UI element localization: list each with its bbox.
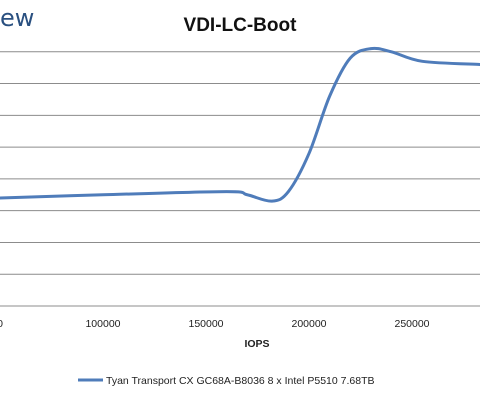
gridlines xyxy=(0,51,480,307)
x-axis-label: IOPS xyxy=(244,338,269,350)
legend: Tyan Transport CX GC68A-B8036 8 x Intel … xyxy=(78,375,374,387)
x-tick-label: 200000 xyxy=(291,318,326,330)
brand-logo-fragment: ew xyxy=(0,4,35,32)
legend-label: Tyan Transport CX GC68A-B8036 8 x Intel … xyxy=(106,375,374,387)
chart-title: VDI-LC-Boot xyxy=(183,15,297,36)
x-tick-label: 150000 xyxy=(188,318,223,330)
x-tick-label: 250000 xyxy=(394,318,429,330)
x-tick-label: 0 xyxy=(0,318,3,330)
x-tick-label: 100000 xyxy=(85,318,120,330)
series-line xyxy=(0,46,480,203)
x-axis-ticks: 0 100000 150000 200000 250000 xyxy=(0,318,430,330)
